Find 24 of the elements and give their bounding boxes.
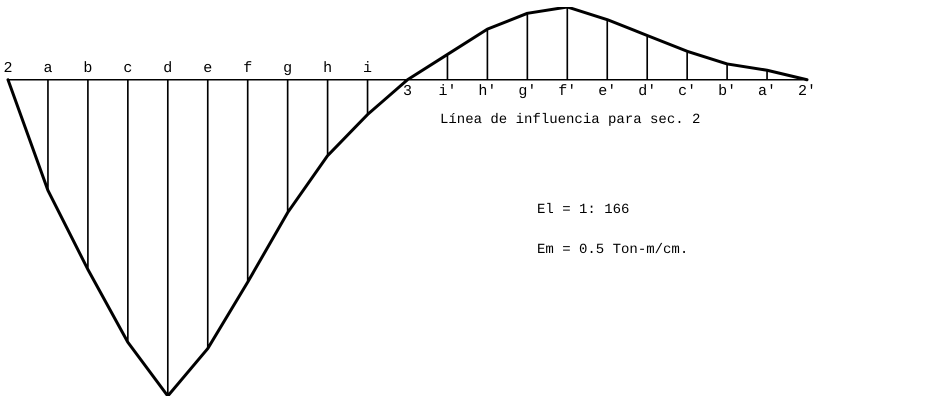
- annotation: El = 1: 166: [537, 202, 630, 218]
- x-tick-label: h: [323, 60, 332, 78]
- x-tick-label: h': [478, 83, 496, 100]
- x-tick-label: d': [638, 83, 656, 100]
- x-tick-label: g': [518, 83, 536, 100]
- x-tick-label: a': [758, 83, 776, 100]
- x-tick-label: a: [43, 60, 52, 78]
- x-tick-label: b: [83, 60, 92, 78]
- x-tick-label: i': [438, 83, 456, 100]
- x-tick-label: b': [718, 83, 736, 100]
- x-tick-label: d: [163, 60, 172, 78]
- annotation: Línea de influencia para sec. 2: [440, 112, 700, 128]
- x-tick-label: f': [558, 83, 576, 100]
- x-tick-label: i: [363, 60, 372, 78]
- x-tick-label: 3: [402, 83, 412, 100]
- x-tick-label: c: [123, 60, 132, 78]
- annotation: Em = 0.5 Ton-m/cm.: [537, 242, 688, 258]
- x-tick-label: g: [283, 60, 292, 78]
- x-tick-label: 2: [3, 60, 13, 78]
- x-tick-label: e: [203, 60, 212, 78]
- x-tick-label: f: [243, 60, 252, 78]
- x-tick-label: c': [678, 83, 696, 100]
- x-tick-label: 2': [798, 83, 816, 100]
- x-tick-label: e': [598, 83, 616, 100]
